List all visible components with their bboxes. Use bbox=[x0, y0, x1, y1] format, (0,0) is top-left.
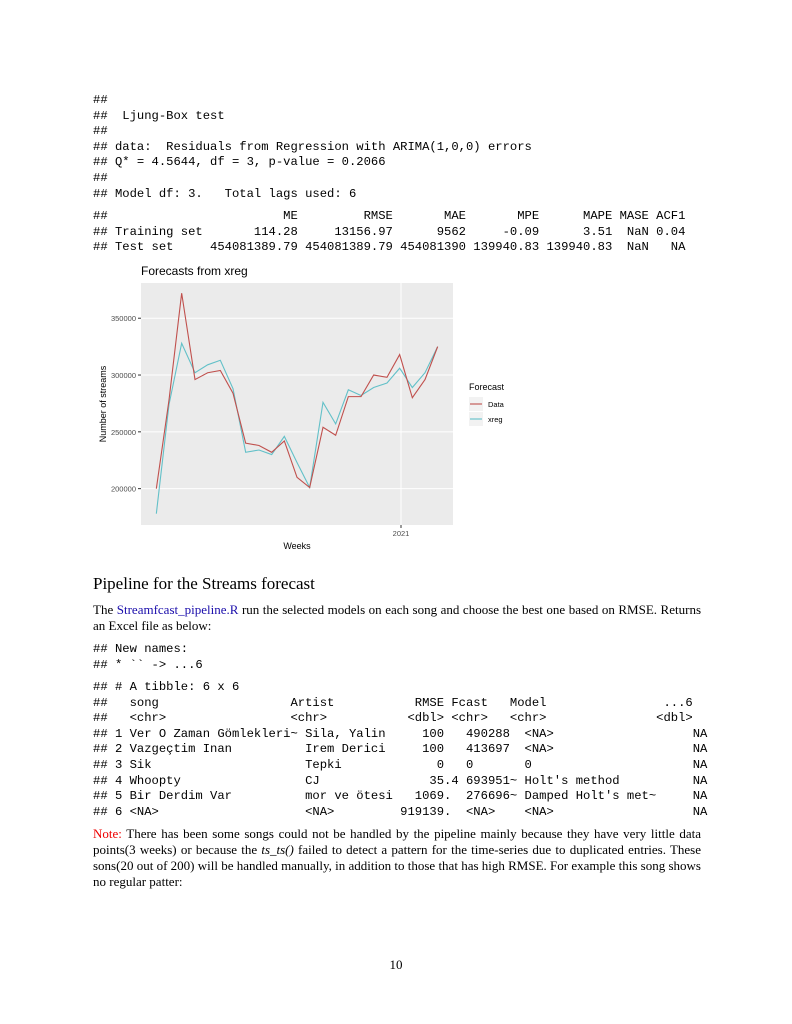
section-heading: Pipeline for the Streams forecast bbox=[93, 574, 315, 593]
code-line: ## Q* = 4.5644, df = 3, p-value = 0.2066 bbox=[93, 155, 386, 170]
x-axis-label: Weeks bbox=[283, 541, 311, 551]
code-line: ## bbox=[93, 124, 108, 139]
legend-title: Forecast bbox=[469, 382, 505, 392]
code-line: ## # A tibble: 6 x 6 bbox=[93, 680, 240, 694]
note-label: Note: bbox=[93, 826, 122, 841]
y-tick-label: 200000 bbox=[111, 485, 136, 494]
code-line: ## 3 Sik Tepki 0 0 0 NA bbox=[93, 757, 708, 772]
chart: Forecasts from xreg Weeks Number of stre… bbox=[98, 264, 505, 551]
code-line: ## data: Residuals from Regression with … bbox=[93, 139, 532, 154]
code-line: ## ME RMSE MAE MPE MAPE MASE ACF1 bbox=[93, 209, 686, 223]
legend-label: xreg bbox=[488, 415, 503, 424]
code-line: ## 5 Bir Derdim Var mor ve ötesi 1069. 2… bbox=[93, 789, 708, 804]
code-line: ## New names: bbox=[93, 642, 189, 656]
code-block: ## New names: ## * `` -> ...6 bbox=[93, 642, 203, 673]
code-line: ## 1 Ver O Zaman Gömlekleri~ Sila, Yalin… bbox=[93, 726, 708, 741]
code-line: ## bbox=[93, 93, 108, 107]
code-block: ## ME RMSE MAE MPE MAPE MASE ACF1 ## Trai… bbox=[93, 209, 685, 256]
y-axis-label: Number of streams bbox=[98, 365, 108, 442]
code-line: ## Ljung-Box test bbox=[93, 108, 225, 123]
code-line: ## bbox=[93, 170, 108, 185]
intro-paragraph: The Streamfcast_pipeline.R run the selec… bbox=[93, 602, 701, 634]
y-tick-label: 300000 bbox=[111, 371, 136, 380]
code-line: ## * `` -> ...6 bbox=[93, 657, 203, 672]
code-line: ## Test set 454081389.79 454081389.79 45… bbox=[93, 240, 686, 255]
link[interactable]: Streamfcast_pipeline.R bbox=[116, 602, 239, 617]
text: run the selected models on each song and… bbox=[93, 602, 701, 633]
chart-title: Forecasts from xreg bbox=[141, 264, 248, 278]
series-line bbox=[155, 293, 439, 489]
series-line bbox=[155, 341, 439, 514]
code-line: ## Training set 114.28 13156.97 9562 -0.… bbox=[93, 224, 686, 239]
code-line: ## 4 Whoopty CJ 35.4 693951~ Holt's meth… bbox=[93, 773, 708, 788]
note-paragraph: Note: There has been some songs could no… bbox=[93, 826, 701, 890]
text: failed to detect a pattern for the time-… bbox=[93, 842, 701, 889]
x-tick-label: 2021 bbox=[393, 529, 410, 538]
code-line: ## song Artist RMSE Fcast Model ...6 bbox=[93, 695, 693, 710]
text: There has been some songs could not be h… bbox=[93, 826, 701, 857]
text: The bbox=[93, 602, 117, 617]
code-line: ## Model df: 3. Total lags used: 6 bbox=[93, 186, 357, 201]
legend-label: Data bbox=[488, 400, 505, 409]
page-number: 10 bbox=[389, 957, 403, 972]
y-tick-label: 250000 bbox=[111, 428, 136, 437]
code-line: ## 2 Vazgeçtim Inan Irem Derici 100 4136… bbox=[93, 742, 708, 757]
code-line: ## 6 <NA> <NA> 919139. <NA> <NA> NA bbox=[93, 804, 708, 819]
code-ref: ts_ts() bbox=[261, 842, 294, 857]
code-block: ## # A tibble: 6 x 6 ## song Artist RMSE … bbox=[93, 680, 707, 820]
y-tick-label: 350000 bbox=[111, 314, 136, 323]
code-block: ## ## Ljung-Box test ## ## data: Residuals … bbox=[93, 93, 532, 202]
code-line: ## <chr> <chr> <dbl> <chr> <chr> <dbl> bbox=[93, 711, 693, 726]
